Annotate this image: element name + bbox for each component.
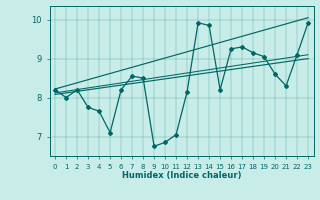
X-axis label: Humidex (Indice chaleur): Humidex (Indice chaleur) xyxy=(122,171,241,180)
